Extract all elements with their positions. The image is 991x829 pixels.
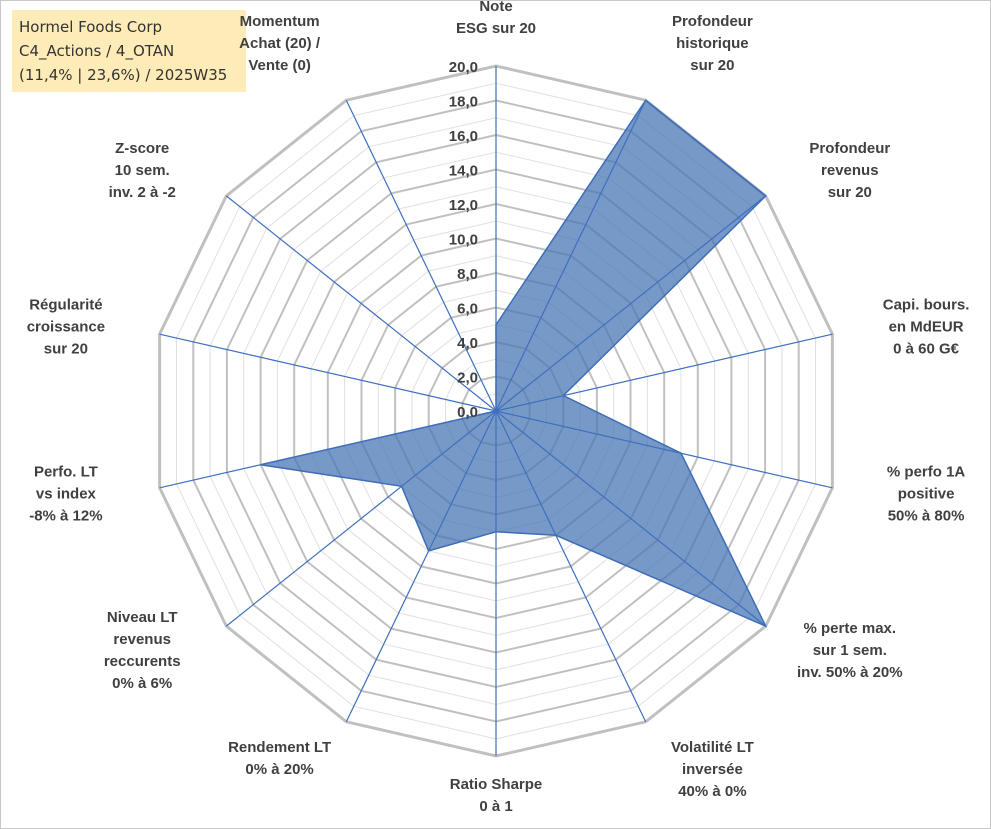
axis-spoke <box>495 410 833 489</box>
axis-label-line: Perfo. LT <box>34 463 98 480</box>
axis-label-line: sur 20 <box>828 184 872 201</box>
radial-tick-label: 10,0 <box>449 232 478 249</box>
portfolio-label: C4_Actions / 4_OTAN <box>19 42 175 60</box>
axis-label-line: en MdEUR <box>889 319 964 336</box>
axis-label-line: Capi. bours. <box>883 297 970 314</box>
radial-tick-label: 16,0 <box>449 128 478 145</box>
axis-spoke <box>345 410 497 723</box>
axis-label-line: historique <box>676 35 749 52</box>
axis-label-line: Régularité <box>29 297 102 314</box>
axis-label-line: -8% à 12% <box>29 507 102 524</box>
axis-label: % perte max. sur 1 sem. inv. 50% à 20% <box>797 620 903 681</box>
axis-spoke <box>345 99 497 412</box>
radial-tick-label: 18,0 <box>449 94 478 111</box>
radial-tick-label: 2,0 <box>457 370 478 387</box>
axis-label-line: 50% à 80% <box>888 507 965 524</box>
axis-spoke <box>225 410 497 627</box>
axis-label: Z-score 10 sem. inv. 2 à -2 <box>109 140 176 201</box>
performance-week-label: (11,4% | 23,6%) / 2025W35 <box>19 66 228 84</box>
axis-label: Perfo. LT vs index -8% à 12% <box>29 463 102 524</box>
axis-label-line: 0 à 1 <box>479 798 512 815</box>
series-area <box>260 99 768 628</box>
axis-label: Profondeur revenus sur 20 <box>809 140 890 201</box>
axis-label: Note ESG sur 20 <box>456 0 536 37</box>
axis-label: % perfo 1A positive 50% à 80% <box>887 463 966 524</box>
axis-label: Ratio Sharpe 0 à 1 <box>450 776 543 815</box>
axis-label: Profondeur historique sur 20 <box>672 13 753 74</box>
radial-tick-label: 20,0 <box>449 59 478 76</box>
axis-label-line: Volatilité LT <box>671 739 754 756</box>
axis-label-line: 10 sem. <box>115 162 170 179</box>
axis-label-line: positive <box>898 485 955 502</box>
radial-tick-label: 4,0 <box>457 335 478 352</box>
axis-label-line: revenus <box>821 162 879 179</box>
axis-label-line: inversée <box>682 761 743 778</box>
axis-label-line: Note <box>479 0 512 15</box>
axis-spoke <box>495 410 767 627</box>
axis-label-line: Vente (0) <box>248 57 311 74</box>
axis-label: Volatilité LT inversée 40% à 0% <box>671 739 754 800</box>
axis-label-line: inv. 50% à 20% <box>797 664 903 681</box>
axis-label: Momentum Achat (20) / Vente (0) <box>239 13 321 74</box>
axis-label: Capi. bours. en MdEUR 0 à 60 G€ <box>883 297 970 358</box>
radial-tick-label: 12,0 <box>449 197 478 214</box>
axis-label: Niveau LT revenus reccurents 0% à 6% <box>104 609 181 692</box>
axis-spoke <box>495 333 833 412</box>
axis-label-line: Profondeur <box>672 13 753 30</box>
axis-label-line: 0% à 20% <box>245 761 313 778</box>
axis-label-line: inv. 2 à -2 <box>109 184 176 201</box>
axis-label-line: revenus <box>113 631 171 648</box>
radial-tick-label: 14,0 <box>449 163 478 180</box>
axis-label-line: ESG sur 20 <box>456 20 536 37</box>
axis-label-line: croissance <box>27 319 105 336</box>
axis-spoke <box>495 410 647 723</box>
axis-label-line: % perte max. <box>804 620 897 637</box>
axis-label-line: % perfo 1A <box>887 463 966 480</box>
axis-label-line: 0 à 60 G€ <box>893 341 960 358</box>
axis-spoke <box>159 333 497 412</box>
axis-label-line: Z-score <box>115 140 169 157</box>
axis-label-line: Ratio Sharpe <box>450 776 543 793</box>
axis-label-line: Profondeur <box>809 140 890 157</box>
axis-label-line: Niveau LT <box>107 609 178 626</box>
axis-label-line: sur 20 <box>44 341 88 358</box>
radial-tick-label: 0,0 <box>457 404 478 421</box>
axis-label-line: Rendement LT <box>228 739 331 756</box>
company-name: Hormel Foods Corp <box>19 18 163 36</box>
axis-label-line: Achat (20) / <box>239 35 321 52</box>
axis-label-line: reccurents <box>104 653 181 670</box>
chart-header-box: Hormel Foods Corp C4_Actions / 4_OTAN (1… <box>12 10 246 92</box>
axis-spoke <box>495 99 647 412</box>
axis-label-line: 0% à 6% <box>112 675 172 692</box>
radial-tick-label: 6,0 <box>457 301 478 318</box>
axis-label-line: sur 20 <box>690 57 734 74</box>
axis-spoke <box>225 195 497 412</box>
axis-label-line: 40% à 0% <box>678 783 746 800</box>
radial-tick-label: 8,0 <box>457 266 478 283</box>
axis-label-line: sur 1 sem. <box>813 642 887 659</box>
axis-label: Rendement LT 0% à 20% <box>228 739 331 778</box>
axis-label: Régularité croissance sur 20 <box>27 297 105 358</box>
axis-spoke <box>159 410 497 489</box>
axis-spoke <box>495 195 767 412</box>
axis-label-line: vs index <box>36 485 97 502</box>
axis-label-line: Momentum <box>240 13 320 30</box>
